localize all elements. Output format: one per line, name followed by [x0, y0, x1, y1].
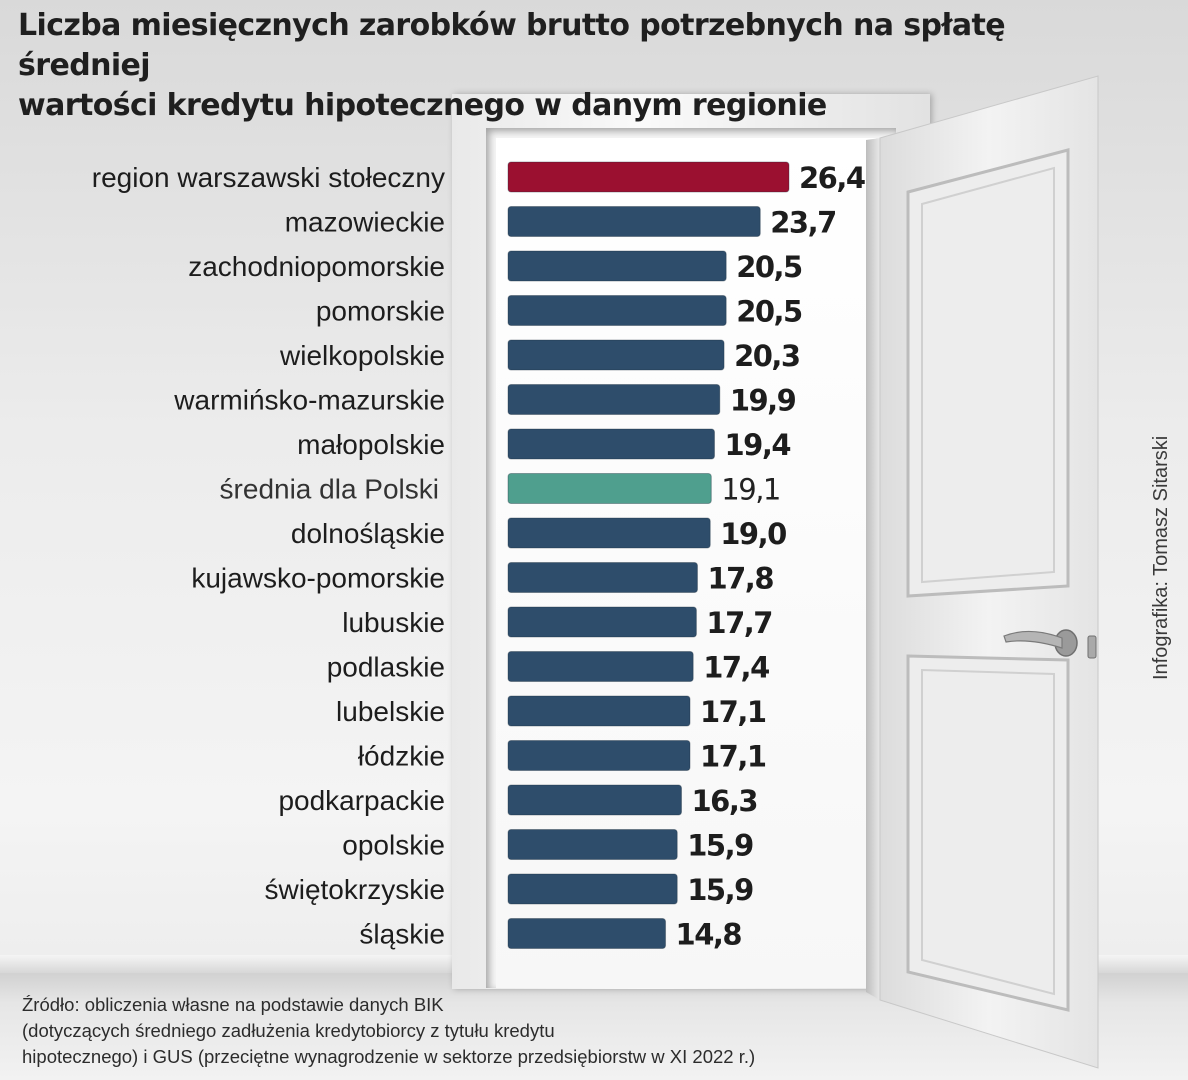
- source-line-3: hipotecznego) i GUS (przeciętne wynagrod…: [22, 1046, 756, 1067]
- value-label: 15,9: [687, 829, 753, 863]
- value-label: 26,4: [799, 161, 865, 195]
- bar: [507, 873, 678, 905]
- category-label: średnia dla Polski: [220, 474, 439, 505]
- category-label: warmińsko-mazurskie: [173, 385, 445, 416]
- value-label: 20,5: [736, 295, 802, 329]
- bar: [507, 829, 678, 860]
- category-label: wielkopolskie: [279, 340, 445, 371]
- category-label: mazowieckie: [285, 207, 445, 238]
- source-line-1: Źródło: obliczenia własne na podstawie d…: [22, 994, 444, 1015]
- bar: [507, 161, 790, 193]
- category-label: podkarpackie: [278, 785, 445, 816]
- value-label: 20,3: [734, 339, 800, 373]
- chart-title-line-1: Liczba miesięcznych zarobków brutto potr…: [18, 8, 1006, 83]
- bar: [507, 473, 712, 504]
- category-label: dolnośląskie: [291, 518, 445, 549]
- bar: [507, 295, 727, 326]
- category-label: lubelskie: [336, 696, 445, 727]
- category-label: pomorskie: [316, 296, 445, 327]
- bar: [507, 740, 691, 771]
- bar: [507, 206, 761, 237]
- value-label: 16,3: [691, 784, 757, 818]
- bar-chart: region warszawski stołeczny 26,4 mazowieck…: [92, 161, 867, 952]
- chart-title-line-2: wartości kredytu hipotecznego w danym re…: [18, 88, 827, 123]
- bar: [507, 562, 698, 593]
- infographic-credit: Infografika: Tomasz Sitarski: [1150, 435, 1172, 680]
- category-label: śląskie: [359, 919, 445, 950]
- category-label: opolskie: [342, 830, 445, 861]
- value-label: 17,7: [706, 606, 772, 640]
- value-label: 19,4: [724, 428, 790, 462]
- bar: [507, 918, 667, 949]
- bar: [507, 384, 721, 415]
- category-label: lubuskie: [342, 607, 445, 638]
- value-label: 15,9: [687, 873, 753, 907]
- value-label: 19,9: [730, 384, 796, 418]
- category-label: kujawsko-pomorskie: [191, 563, 445, 594]
- bar: [507, 250, 727, 282]
- category-label: łódzkie: [358, 741, 445, 772]
- source-note: Źródło: obliczenia własne na podstawie d…: [22, 992, 922, 1070]
- chart-title: Liczba miesięcznych zarobków brutto potr…: [18, 6, 1098, 126]
- value-label: 20,5: [736, 250, 802, 284]
- category-label: świętokrzyskie: [265, 874, 445, 905]
- value-label: 19,0: [720, 517, 786, 551]
- category-label: zachodniopomorskie: [188, 251, 445, 282]
- bar: [507, 517, 711, 549]
- value-label: 17,1: [700, 740, 766, 774]
- source-line-2: (dotyczących średniego zadłużenia kredyt…: [22, 1020, 555, 1041]
- bar: [507, 606, 697, 638]
- value-label: 19,1: [721, 473, 780, 507]
- category-label: podlaskie: [327, 652, 445, 683]
- value-label: 17,1: [700, 695, 766, 729]
- value-label: 17,4: [703, 651, 769, 685]
- bar: [507, 651, 694, 682]
- category-label: małopolskie: [297, 429, 445, 460]
- value-label: 23,7: [770, 206, 836, 240]
- category-label: region warszawski stołeczny: [92, 162, 445, 193]
- bar: [507, 695, 691, 727]
- bar: [507, 428, 715, 460]
- bar: [507, 784, 682, 816]
- bar: [507, 339, 725, 371]
- value-label: 17,8: [707, 562, 773, 596]
- value-label: 14,8: [676, 918, 742, 952]
